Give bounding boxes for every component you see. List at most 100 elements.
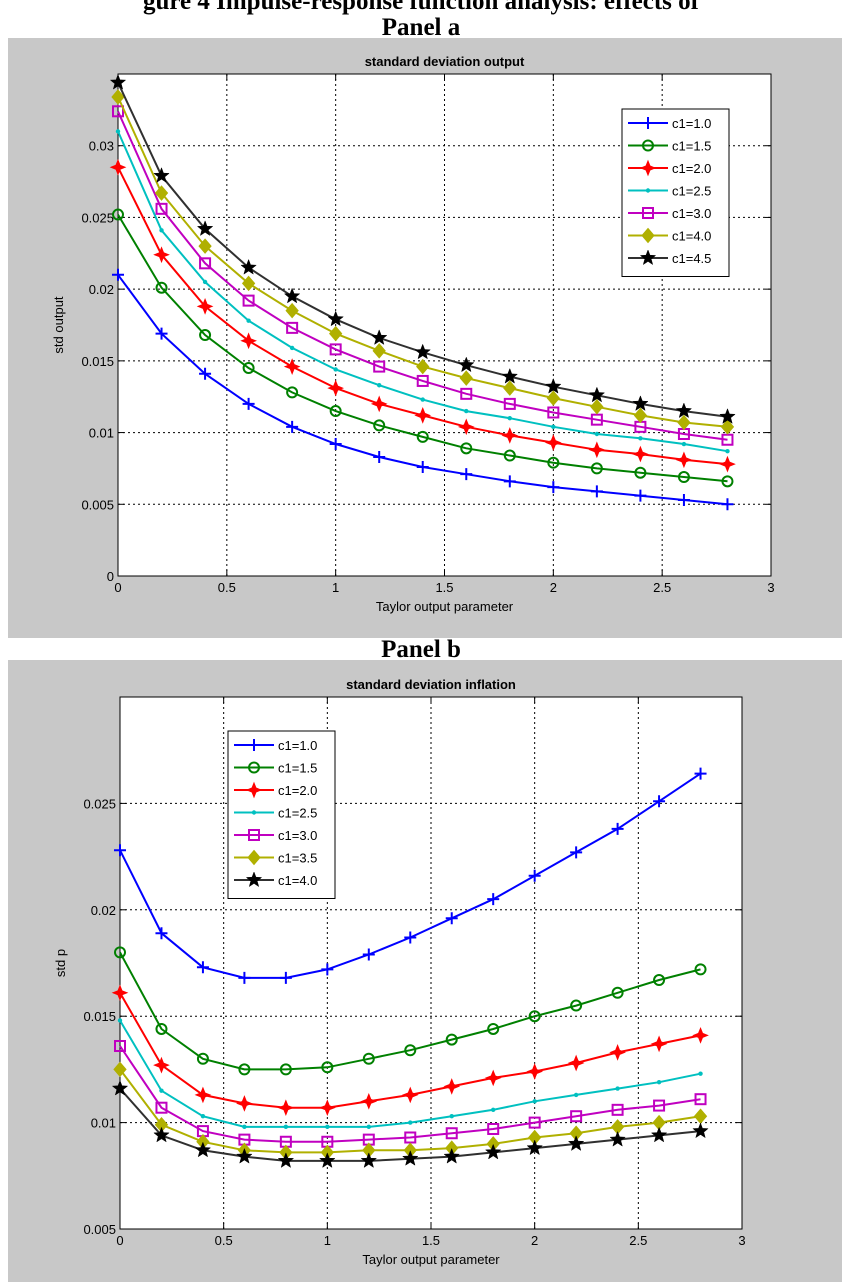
data-point	[611, 1103, 624, 1116]
data-point	[567, 1054, 585, 1072]
legend-marker	[248, 829, 260, 841]
data-point	[155, 281, 168, 294]
data-point	[329, 325, 343, 342]
data-point	[491, 1107, 496, 1113]
data-point	[153, 167, 170, 183]
y-tick-label: 0.015	[83, 1009, 116, 1024]
data-point	[373, 360, 386, 373]
series-line	[119, 1045, 701, 1143]
data-point	[528, 1116, 541, 1129]
data-point	[241, 275, 256, 292]
data-point	[279, 971, 292, 984]
data-point	[155, 202, 168, 215]
x-tick-label: 2	[550, 580, 557, 595]
data-point	[277, 1099, 295, 1117]
data-point	[526, 1063, 544, 1080]
data-point	[327, 379, 345, 397]
data-point	[501, 367, 519, 384]
data-point	[377, 383, 382, 388]
data-point	[545, 378, 562, 394]
data-point	[503, 380, 517, 396]
data-point	[199, 257, 212, 270]
data-point	[570, 999, 583, 1012]
data-point	[111, 984, 129, 1002]
series-c1=1.0	[112, 268, 734, 511]
legend-label: c1=1.0	[278, 738, 317, 753]
x-tick-label: 0	[114, 580, 121, 595]
data-point	[720, 419, 735, 435]
chart-title: standard deviation output	[365, 54, 525, 69]
x-tick-label: 2.5	[653, 580, 671, 595]
data-point	[484, 1069, 502, 1087]
data-point	[196, 220, 214, 236]
legend-marker	[642, 139, 654, 152]
data-point	[242, 362, 255, 375]
data-point	[487, 1122, 500, 1135]
data-point	[199, 367, 212, 380]
data-point	[153, 1056, 170, 1074]
data-point	[588, 441, 606, 459]
y-tick-label: 0.01	[89, 426, 114, 441]
data-point	[286, 386, 299, 399]
series-c1=4.0	[111, 89, 735, 435]
y-tick-label: 0.025	[83, 796, 116, 811]
legend-label: c1=3.0	[278, 828, 317, 843]
data-point	[570, 1110, 583, 1123]
data-point	[609, 1130, 626, 1147]
x-tick-label: 1	[332, 580, 339, 595]
data-point	[721, 475, 734, 488]
data-point	[594, 431, 600, 437]
legend: c1=1.0 c1=1.5 c1=2.0 c1=2.5 c1=3.0 c1=3.5 c1=4…	[227, 730, 336, 899]
data-point	[445, 1033, 458, 1046]
data-point	[153, 1126, 170, 1143]
x-tick-label: 2.5	[629, 1233, 647, 1248]
data-point	[236, 1095, 253, 1112]
data-point	[460, 468, 473, 481]
x-tick-label: 1	[324, 1233, 331, 1248]
data-point	[321, 963, 334, 976]
data-point	[113, 1061, 127, 1078]
x-tick-label: 0	[116, 1233, 123, 1248]
legend-label: c1=4.5	[672, 251, 711, 266]
series-line	[117, 214, 728, 483]
data-point	[675, 402, 693, 419]
legend-box	[621, 108, 730, 277]
chart-panel-a: 0 0.5 1 1.5 2 2.5 3 0 0.005 0.01 0.015 0.02 0.025 0.0…	[8, 38, 842, 638]
series-c1=4.5	[109, 73, 736, 424]
x-axis-label: Taylor output parameter	[362, 1252, 500, 1267]
data-point	[155, 327, 168, 340]
series-c1=1.0	[114, 767, 707, 984]
data-point	[653, 974, 666, 987]
data-point	[277, 1152, 295, 1168]
data-point	[719, 408, 736, 424]
data-point	[458, 356, 475, 373]
data-point	[402, 1150, 419, 1166]
data-point	[360, 1152, 378, 1168]
legend-marker	[639, 249, 657, 266]
data-point	[242, 294, 255, 307]
data-point	[677, 414, 691, 431]
series-c1=1.5	[112, 208, 734, 488]
data-point	[286, 420, 299, 433]
x-tick-label: 1.5	[422, 1233, 440, 1248]
data-point	[242, 1124, 247, 1130]
data-point	[416, 358, 430, 375]
data-point	[111, 89, 125, 105]
data-point	[321, 1061, 334, 1074]
y-tick-label: 0.02	[89, 282, 114, 297]
data-point	[464, 408, 469, 414]
data-point	[590, 462, 603, 475]
data-point	[318, 1099, 336, 1117]
legend-label: c1=2.5	[278, 806, 317, 821]
data-point	[240, 332, 257, 350]
data-point	[567, 1135, 585, 1151]
series-c1=2.5	[117, 1018, 703, 1130]
data-point	[327, 310, 344, 327]
data-point	[404, 1044, 417, 1057]
data-point	[459, 370, 473, 386]
figure-title: gure 4 Impulse-response function analysi…	[142, 0, 699, 15]
data-point	[544, 434, 562, 451]
data-point	[501, 427, 519, 444]
y-tick-label: 0.025	[81, 210, 114, 225]
data-point	[329, 438, 342, 451]
